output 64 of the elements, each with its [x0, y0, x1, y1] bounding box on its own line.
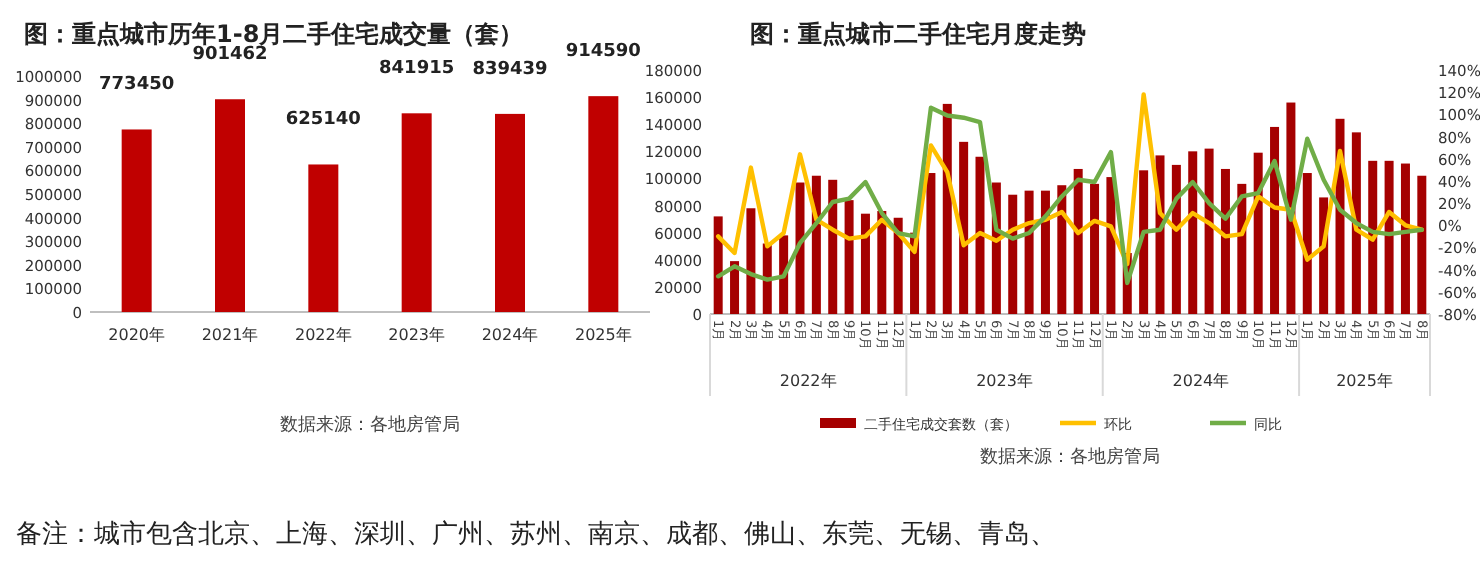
bar — [588, 96, 619, 312]
bar — [844, 200, 854, 314]
x-tick-label: 2025年 — [574, 326, 632, 344]
bar — [713, 216, 723, 314]
line-series — [715, 105, 1425, 286]
data-label: 773450 — [99, 75, 175, 96]
bar — [215, 99, 245, 312]
bar — [1351, 132, 1361, 314]
bar — [877, 210, 887, 314]
bar — [795, 182, 805, 314]
bar — [1057, 185, 1067, 314]
data-label: 901462 — [192, 45, 268, 66]
bar — [746, 208, 756, 314]
bar — [893, 217, 903, 314]
bar — [495, 113, 525, 312]
text: 2025年 — [1336, 372, 1393, 390]
source-note: 数据来源：各地房管局 — [980, 446, 1160, 468]
bar — [1040, 190, 1050, 314]
chart-title: 图：重点城市历年1-8月二手住宅成交量（套） — [24, 20, 524, 48]
x-tick-label: 2024年 — [481, 326, 539, 344]
bar — [1286, 102, 1296, 314]
bar — [779, 235, 789, 314]
data-label: 914590 — [565, 42, 641, 63]
x-tick-label: 2023年 — [388, 326, 446, 344]
chart-title: 图：重点城市二手住宅月度走势 — [750, 20, 1086, 48]
bar — [1024, 190, 1034, 314]
text: 2024年 — [1172, 372, 1230, 390]
bar — [1384, 160, 1394, 314]
bar — [1106, 177, 1116, 314]
x-tick-label: 2022年 — [294, 326, 352, 344]
bar — [1220, 168, 1230, 314]
bar — [1302, 173, 1312, 314]
bar — [975, 156, 985, 314]
source-note: 数据来源：各地房管局 — [280, 414, 460, 436]
data-label: 841915 — [379, 59, 455, 80]
text: 2023年 — [976, 372, 1033, 390]
data-label: 839439 — [472, 59, 548, 80]
bar — [1008, 194, 1018, 314]
bar — [1253, 152, 1263, 314]
bar — [1139, 170, 1149, 314]
x-tick-label: 2021年 — [201, 326, 259, 344]
data-label: 625140 — [285, 110, 361, 131]
bar — [1090, 183, 1100, 314]
bar — [1417, 175, 1427, 314]
bar — [942, 103, 952, 314]
bar — [308, 164, 339, 312]
bar — [1188, 151, 1198, 314]
bar — [1204, 148, 1214, 314]
bar — [730, 261, 740, 314]
bar — [1073, 168, 1083, 314]
bar — [1171, 164, 1181, 314]
bar — [121, 129, 152, 312]
x-tick-label: 2020年 — [108, 326, 166, 344]
text: 2022年 — [779, 372, 837, 390]
bar — [1400, 163, 1410, 314]
line-series — [715, 92, 1425, 267]
text: 备注：城市包含北京、上海、深圳、广州、苏州、南京、成都、佛山、东莞、无锡、青岛、 — [16, 520, 1056, 550]
bar — [401, 113, 432, 312]
bar — [1270, 126, 1280, 314]
bar — [959, 141, 969, 314]
bar — [926, 173, 936, 314]
bar — [1368, 160, 1378, 314]
bar — [828, 179, 838, 314]
bar — [860, 213, 870, 314]
